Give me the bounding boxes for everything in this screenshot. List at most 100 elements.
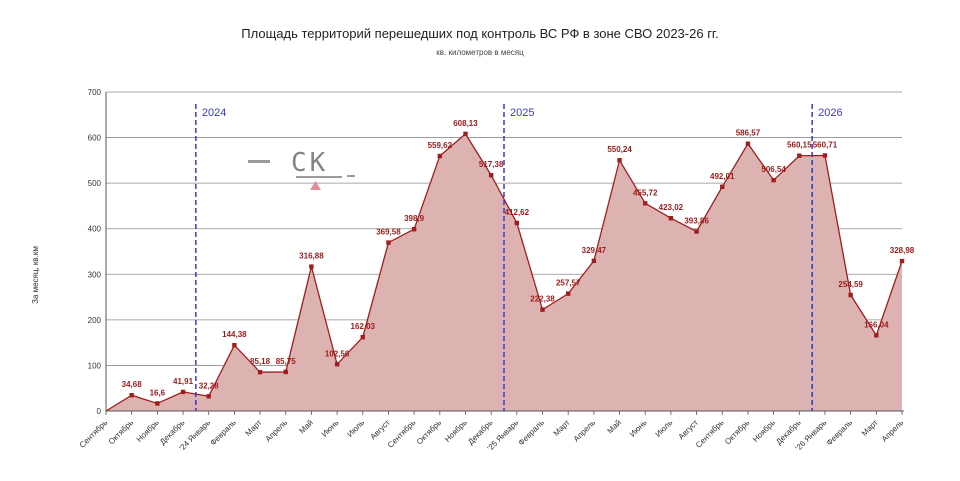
chart-title: Площадь территорий перешедших под контро… (241, 26, 718, 41)
data-labels: 34,68 16,6 41,91 32,28 144,38 85,18 85,75 316,8… (122, 119, 915, 398)
y-tick-label: 200 (88, 316, 102, 325)
x-tick-label: Сентябрь (694, 418, 726, 450)
data-label: 560,71 (813, 140, 838, 149)
data-label: 329,47 (582, 246, 607, 255)
data-point (668, 216, 674, 221)
year-markers: 2024 2025 2026 (195, 104, 843, 411)
data-point (129, 392, 134, 398)
data-label: 517,38 (479, 160, 504, 169)
data-label: 257,57 (556, 279, 581, 288)
data-point (694, 229, 699, 234)
data-points (129, 131, 905, 406)
data-label: 560,15 (787, 141, 812, 150)
watermark-underline (296, 176, 342, 178)
data-point (540, 307, 545, 312)
x-tick-label: Апрель (264, 418, 290, 444)
x-tick-label: Март (860, 418, 880, 438)
y-tick-label: 300 (88, 270, 102, 279)
data-label: 85,18 (250, 357, 271, 366)
data-label: 423,02 (659, 203, 684, 212)
data-label: 412,62 (505, 208, 530, 217)
data-point (309, 264, 314, 269)
data-point (232, 343, 237, 348)
x-tick-label: Апрель (880, 418, 906, 444)
data-point (437, 153, 443, 159)
data-point (463, 131, 468, 137)
x-tick-label: Июнь (628, 418, 649, 439)
x-tick-label: Сентябрь (78, 418, 110, 450)
data-point (848, 292, 853, 298)
data-label: 492,01 (710, 172, 735, 181)
watermark-triangle-icon (310, 181, 321, 190)
data-point (591, 258, 597, 264)
data-point (206, 394, 211, 399)
data-label: 144,38 (222, 330, 247, 339)
x-tick-label: Август (368, 418, 392, 442)
x-tick-label: Октябрь (415, 418, 443, 446)
year-label: 2025 (510, 107, 534, 119)
x-tick-label: Август (677, 418, 701, 442)
data-label: 32,28 (199, 381, 220, 390)
data-label: 222,38 (530, 295, 555, 304)
data-label: 369,58 (376, 228, 401, 237)
data-point (334, 362, 340, 367)
watermark-dash-left (248, 160, 270, 163)
chart-subtitle: кв. километров в месяц (436, 48, 524, 57)
x-tick-label: Февраль (208, 418, 237, 447)
data-label: 166,04 (864, 320, 889, 329)
watermark-dash-right (347, 175, 355, 177)
year-label: 2024 (202, 107, 226, 119)
data-point (617, 158, 622, 163)
data-label: 586,57 (736, 129, 761, 138)
data-point (514, 220, 520, 226)
data-point (797, 153, 802, 158)
data-label: 608,13 (453, 119, 478, 128)
data-label: 559,62 (428, 141, 453, 150)
y-tick-label: 100 (88, 361, 102, 370)
data-point (386, 240, 391, 245)
x-tick-label: Июль (654, 418, 675, 439)
data-label: 41,91 (173, 377, 194, 386)
data-point (899, 258, 905, 264)
x-tick-label: Июль (345, 418, 366, 439)
data-label: 398,9 (404, 214, 425, 223)
y-tick-label: 700 (88, 88, 102, 97)
data-point (565, 291, 571, 296)
data-label: 328,98 (890, 246, 915, 255)
y-tick-label: 400 (88, 225, 102, 234)
x-tick-label: Октябрь (723, 418, 751, 446)
x-tick-label: Март (244, 418, 264, 438)
x-tick-label: Сентябрь (386, 418, 418, 450)
data-point (180, 389, 186, 395)
data-label: 316,88 (299, 252, 324, 261)
data-label: 254,59 (838, 280, 863, 289)
data-label: 162,03 (351, 322, 376, 331)
x-tick-label: Март (552, 418, 572, 438)
x-tick-label: Май (606, 418, 623, 435)
data-point (257, 369, 263, 375)
data-point (874, 333, 879, 338)
series-line (105, 132, 903, 412)
data-point (643, 201, 648, 206)
data-point (822, 153, 828, 158)
data-point (488, 173, 494, 178)
y-tick-label: 600 (88, 134, 102, 143)
data-point (155, 401, 160, 406)
x-tick-label: Февраль (517, 418, 546, 447)
data-label: 393,86 (684, 217, 709, 226)
data-label: 506,54 (761, 165, 786, 174)
data-point (771, 177, 776, 183)
y-axis-ticks: 0 100 200 300 400 500 600 700 (88, 88, 102, 416)
year-label: 2026 (818, 107, 842, 119)
data-label: 34,68 (122, 380, 143, 389)
data-label: 102,56 (325, 349, 350, 358)
data-point (360, 334, 365, 340)
data-label: 550,24 (607, 145, 632, 154)
watermark-logo: СК (248, 148, 355, 190)
data-label: 16,6 (150, 388, 166, 397)
data-point (745, 141, 751, 146)
x-tick-label: Июнь (320, 418, 341, 439)
x-tick-label: Апрель (572, 418, 598, 444)
